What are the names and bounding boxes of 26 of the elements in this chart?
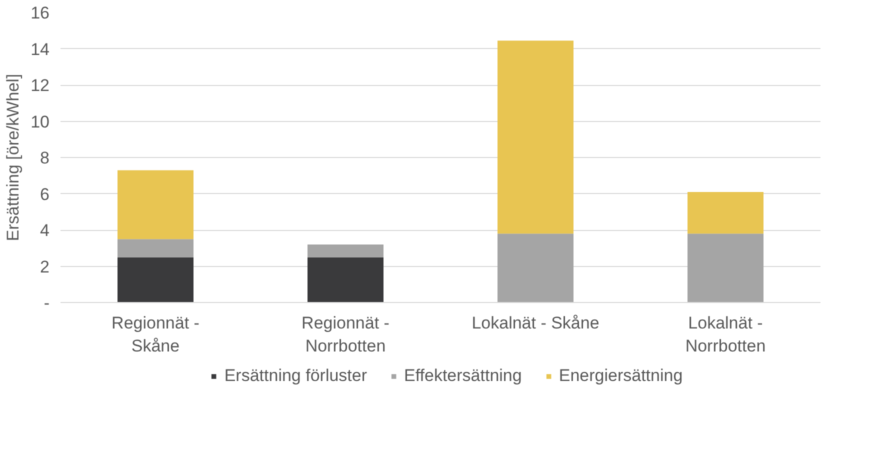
y-tick-label: 4 — [40, 221, 50, 240]
legend-label: Ersättning förluster — [224, 366, 368, 386]
bar — [308, 257, 384, 302]
x-tick-label: Regionnät - Norrbotten — [302, 314, 390, 356]
y-tick-label: 10 — [30, 112, 50, 132]
y-tick-label: 12 — [30, 76, 50, 95]
legend-label: Energiersättning — [558, 366, 683, 386]
legend-label: Effektersättning — [404, 366, 522, 386]
bar — [498, 234, 574, 302]
y-axis-title: Ersättning [öre/kWhel] — [4, 74, 23, 242]
bar — [118, 170, 194, 240]
y-tick-label: 6 — [40, 184, 50, 204]
bar — [498, 40, 574, 234]
y-tick-label: 2 — [40, 257, 50, 276]
y-tick-label: 14 — [30, 40, 50, 59]
x-tick-label: Lokalnät - Skåne — [472, 314, 600, 332]
bar — [118, 257, 194, 302]
y-tick-label: - — [44, 294, 50, 312]
bar — [308, 244, 384, 258]
y-tick-label: 8 — [40, 148, 50, 168]
y-tick-label: 16 — [30, 4, 50, 22]
bar — [688, 192, 764, 234]
x-tick-label: Regionnät - Skåne — [112, 314, 200, 356]
x-tick-label: Lokalnät - Norrbotten — [685, 314, 766, 356]
bar — [118, 239, 194, 258]
bar — [688, 234, 764, 302]
